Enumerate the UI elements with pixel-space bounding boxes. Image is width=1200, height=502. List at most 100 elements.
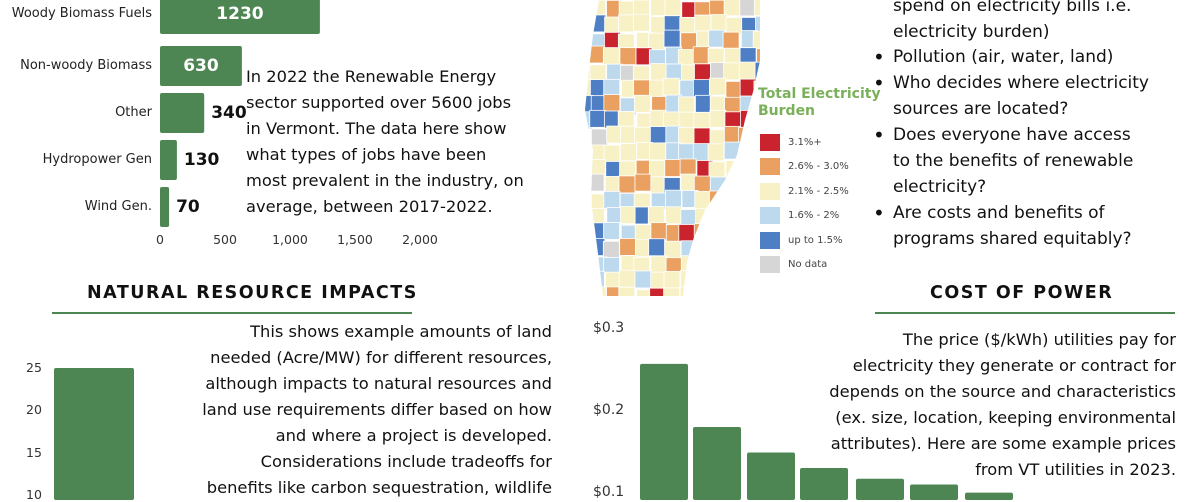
map-town-cell — [754, 61, 760, 80]
map-town-cell — [587, 270, 605, 289]
bar-woody-biomass-fuels — [160, 0, 320, 34]
map-town-cell — [693, 223, 711, 242]
map-town-cell — [709, 190, 726, 209]
map-town-cell — [603, 190, 621, 209]
map-town-cell — [585, 32, 591, 51]
map-town-cell — [726, 174, 743, 193]
concerns-partial-item: spend on electricity bills i.e. electric… — [893, 0, 1132, 42]
map-town-cell — [678, 126, 695, 145]
map-town-cell — [589, 14, 607, 33]
legend-swatch — [760, 206, 780, 224]
map-town-cell — [587, 222, 605, 241]
map-town-cell — [603, 94, 621, 112]
map-town-cell — [695, 238, 713, 257]
map-town-cell — [585, 190, 590, 209]
map-town-cell — [696, 285, 714, 296]
map-town-cell — [756, 48, 760, 67]
map-town-cell — [587, 173, 605, 192]
map-town-cell — [723, 62, 741, 81]
map-town-cell — [755, 15, 760, 34]
map-town-cell — [664, 189, 682, 208]
category-label-non-woody-biomass: Non-woody Biomass — [20, 58, 152, 73]
map-town-cell — [738, 126, 755, 145]
category-label-woody-biomass-fuels: Woody Biomass Fuels — [11, 6, 152, 21]
map-town-cell — [634, 126, 651, 145]
map-town-cell — [709, 255, 727, 274]
map-town-cell — [618, 175, 636, 194]
map-town-cell — [650, 222, 668, 241]
map-town-cell — [632, 13, 650, 32]
map-town-cell — [680, 240, 698, 259]
value-label-non-woody-biomass: 630 — [183, 56, 219, 76]
value-label-woody-biomass-fuels: 1230 — [216, 4, 264, 24]
natural-resource-heading: NATURAL RESOURCE IMPACTS — [87, 283, 418, 303]
land-bar — [54, 368, 134, 500]
map-town-cell — [740, 157, 758, 176]
map-town-cell — [585, 145, 592, 163]
map-town-cell — [603, 222, 620, 240]
map-town-cell — [695, 207, 713, 226]
map-town-cell — [620, 143, 637, 162]
price-bar — [965, 492, 1013, 500]
map-town-cell — [585, 224, 591, 243]
price-bar — [747, 452, 795, 500]
legend-item-2-1-2-5: 2.1% - 2.5% — [760, 181, 849, 201]
bar-wind-gen — [160, 187, 170, 227]
map-town-cell — [754, 289, 760, 296]
map-town-cell — [725, 81, 743, 99]
legend-swatch — [760, 157, 780, 175]
legend-item-no-data: No data — [760, 254, 827, 274]
map-town-cell — [585, 14, 594, 33]
map-town-cell — [723, 141, 741, 160]
map-town-cell — [741, 205, 759, 224]
map-town-cell — [679, 286, 697, 296]
legend-item-3pct-plus: 3.1%+ — [760, 132, 822, 152]
jobs-category-labels: Woody Biomass Fuels Non-woody Biomass Othe… — [0, 0, 152, 230]
map-town-cell — [707, 143, 725, 162]
map-town-cell — [693, 270, 711, 289]
legend-swatch — [760, 231, 780, 249]
map-town-cell — [753, 0, 760, 17]
map-town-cell — [665, 206, 683, 225]
map-town-cell — [650, 0, 668, 17]
legend-item-1-6-2: 1.6% - 2% — [760, 205, 839, 225]
map-town-cell — [723, 190, 741, 208]
x-tick-label: 0 — [156, 232, 164, 247]
x-tick-label: 500 — [213, 232, 237, 247]
map-town-cell — [634, 173, 652, 192]
map-town-cell — [636, 289, 654, 296]
map-town-cell — [725, 160, 743, 178]
x-tick-label: 2,000 — [402, 232, 438, 247]
map-town-cell — [709, 77, 726, 96]
map-town-cell — [692, 46, 710, 65]
map-town-cell — [740, 286, 758, 296]
value-label-hydropower-gen: 130 — [183, 150, 220, 170]
map-town-cell — [725, 286, 742, 296]
map-town-cell — [662, 77, 680, 96]
concern-item: Are costs and benefits of programs share… — [871, 200, 1191, 252]
jobs-x-ticks: 0 500 1,000 1,500 2,000 — [0, 232, 460, 252]
jobs-chart: Woody Biomass Fuels Non-woody Biomass Othe… — [0, 0, 460, 260]
map-town-cell — [680, 255, 698, 274]
cost-of-power-heading: COST OF POWER — [930, 283, 1114, 303]
map-town-cell — [738, 222, 755, 241]
legend-item-up-to-1-5: up to 1.5% — [760, 230, 843, 250]
map-town-cell — [585, 289, 593, 296]
map-town-cell — [678, 96, 695, 115]
map-town-cell — [725, 270, 743, 289]
concern-item: Does everyone have access to the benefit… — [871, 122, 1191, 200]
map-town-cell — [693, 79, 710, 98]
map-town-cell — [752, 30, 760, 49]
map-town-cell — [693, 127, 711, 146]
price-bar — [640, 363, 688, 500]
map-town-cell — [752, 160, 760, 179]
map-town-cell — [739, 0, 757, 17]
price-bar — [910, 484, 958, 500]
cost-of-power-text: The price ($/kWh) utilities pay for elec… — [829, 330, 1176, 479]
jobs-bars — [160, 0, 320, 227]
map-town-cell — [634, 94, 651, 113]
map-town-cell — [618, 286, 636, 296]
map-town-cell — [585, 78, 593, 97]
natural-resource-rule — [52, 312, 412, 314]
price-chart — [640, 363, 1013, 500]
